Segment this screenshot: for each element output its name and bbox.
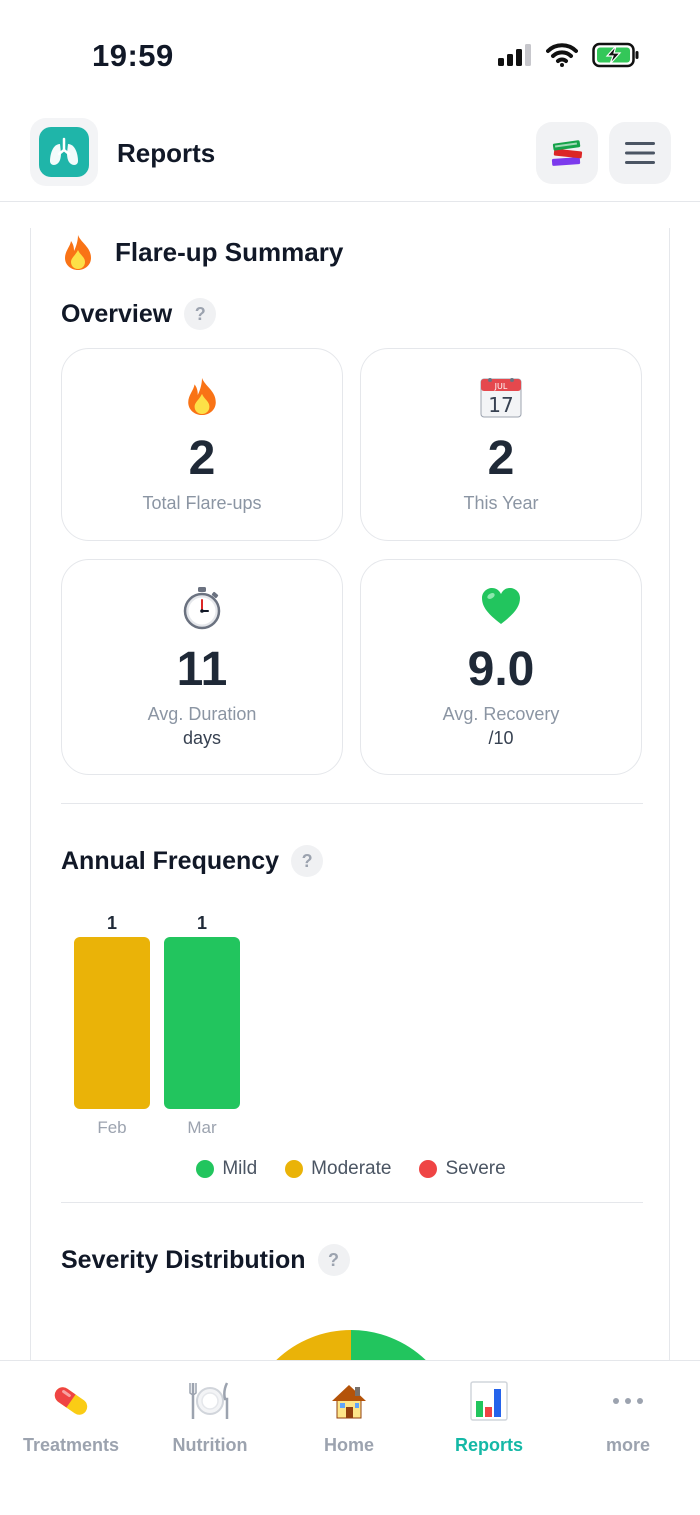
tab-label: Home	[323, 1435, 374, 1455]
legend-item-mild: Mild	[196, 1158, 257, 1180]
stat-label: This Year	[463, 493, 539, 513]
green-heart-icon	[482, 588, 520, 624]
bar-mar	[164, 937, 240, 1109]
fire-icon	[188, 378, 216, 416]
tab-label: more	[605, 1435, 650, 1455]
wifi-icon	[546, 43, 578, 67]
stopwatch-icon	[183, 587, 221, 630]
stat-label: Total Flare-ups	[142, 493, 262, 513]
severity-donut-chart	[276, 1330, 426, 1360]
tab-more[interactable]: more	[558, 1381, 698, 1456]
legend-label: Severe	[445, 1158, 506, 1179]
tab-home[interactable]: Home	[279, 1381, 419, 1456]
donut-segment-moderate	[276, 1330, 352, 1360]
fire-icon	[65, 235, 91, 270]
legend-item-moderate: Moderate	[285, 1158, 391, 1180]
stat-unit: days	[182, 728, 222, 748]
bottom-tab-bar: Treatments Nutrition	[0, 1360, 700, 1515]
bar-chart-icon	[470, 1381, 508, 1421]
status-time: 19:59	[92, 38, 174, 73]
x-tick-label: Mar	[187, 1118, 217, 1133]
flare-summary-title: Flare-up Summary	[115, 236, 344, 267]
calendar-month: JUL	[494, 382, 508, 391]
stat-value: 11	[176, 643, 228, 696]
flare-summary-heading: Flare-up Summary	[61, 233, 343, 271]
tab-reports[interactable]: Reports	[419, 1381, 559, 1456]
calendar-icon: JUL 17	[480, 378, 522, 418]
divider	[61, 1202, 643, 1203]
stat-card-total: 2 Total Flare-ups	[61, 348, 343, 541]
overview-title: Overview	[61, 299, 173, 328]
stat-unit: /10	[488, 728, 514, 748]
legend-item-severe: Severe	[419, 1158, 506, 1180]
legend-dot-moderate	[285, 1160, 304, 1178]
x-tick-label: Feb	[97, 1118, 126, 1133]
bar-value-label: 1	[197, 913, 207, 933]
plate-icon	[189, 1382, 229, 1419]
legend-dot-severe	[419, 1160, 438, 1178]
status-icons	[498, 42, 640, 68]
divider	[61, 803, 643, 804]
menu-button[interactable]	[609, 122, 671, 184]
help-button[interactable]: ?	[291, 845, 324, 877]
legend-label: Moderate	[311, 1158, 392, 1179]
stat-label: Avg. Duration	[147, 704, 257, 724]
annual-frequency-chart: 1 Feb 1 Mar	[74, 913, 240, 1133]
bar-value-label: 1	[107, 913, 117, 933]
pill-icon	[54, 1387, 88, 1415]
stat-card-this-year: JUL 17 2 This Year	[360, 348, 642, 541]
app-logo	[30, 118, 98, 186]
signal-icon	[498, 44, 531, 66]
calendar-day: 17	[488, 393, 513, 417]
annual-frequency-heading: Annual Frequency ?	[61, 845, 324, 877]
hamburger-icon	[625, 142, 655, 164]
overview-heading: Overview ?	[61, 298, 217, 330]
status-bar: 19:59	[0, 0, 700, 110]
lungs-icon	[39, 127, 89, 177]
page-title: Reports	[117, 138, 216, 168]
annual-frequency-title: Annual Frequency	[61, 846, 280, 875]
severity-distribution-title: Severity Distribution	[61, 1245, 306, 1274]
battery-charging-icon	[592, 42, 639, 68]
stat-card-avg-recovery: 9.0 Avg. Recovery /10	[360, 559, 642, 775]
house-icon	[332, 1385, 366, 1419]
stat-value: 2	[487, 432, 515, 485]
help-button[interactable]: ?	[184, 298, 217, 330]
more-dots-icon	[613, 1398, 643, 1404]
help-button[interactable]: ?	[317, 1244, 350, 1276]
app-header: Reports	[0, 110, 700, 202]
stat-label: Avg. Recovery	[442, 704, 560, 724]
reports-content: Flare-up Summary Overview ? 2 Total Flar…	[30, 228, 670, 1360]
severity-distribution-heading: Severity Distribution ?	[61, 1244, 350, 1276]
stat-value: 9.0	[467, 643, 535, 696]
tab-treatments[interactable]: Treatments	[1, 1381, 141, 1456]
stat-value: 2	[188, 432, 216, 485]
stat-card-avg-duration: 11 Avg. Duration days	[61, 559, 343, 775]
tab-nutrition[interactable]: Nutrition	[140, 1381, 280, 1456]
legend-label: Mild	[222, 1158, 258, 1179]
chart-legend: Mild Moderate Severe	[31, 1158, 669, 1180]
books-icon	[551, 140, 583, 166]
donut-segment-mild	[350, 1330, 426, 1360]
bar-feb	[74, 937, 150, 1109]
legend-dot-mild	[196, 1160, 215, 1178]
tab-label: Treatments	[22, 1435, 120, 1455]
tab-label: Reports	[454, 1435, 523, 1455]
tab-label: Nutrition	[172, 1435, 248, 1455]
books-button[interactable]	[536, 122, 598, 184]
